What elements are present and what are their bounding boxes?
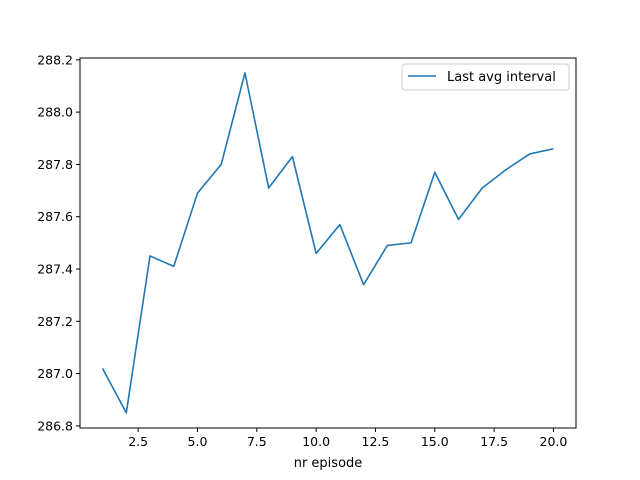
- legend-label: Last avg interval: [447, 70, 556, 85]
- plot-area: [80, 58, 576, 428]
- series-line: [101, 72, 554, 414]
- legend: Last avg interval: [401, 63, 570, 91]
- x-tick-label: 5.0: [188, 434, 208, 449]
- x-tick-label: 12.5: [362, 434, 390, 449]
- y-tick-label: 287.2: [37, 314, 73, 329]
- x-tick-label: 17.5: [480, 434, 508, 449]
- legend-box: [401, 63, 570, 91]
- plot-frame: [79, 57, 577, 429]
- x-tick-label: 2.5: [128, 434, 148, 449]
- x-axis-label: nr episode: [294, 456, 363, 471]
- y-tick-label: 287.8: [37, 157, 73, 172]
- x-tick-label: 15.0: [421, 434, 449, 449]
- x-axis-ticks: 2.5 5.0 7.5 10.0 12.5 15.0 17.5 20.0: [128, 428, 567, 449]
- y-tick-label: 288.0: [37, 105, 73, 120]
- y-tick-label: 288.2: [37, 52, 73, 67]
- x-tick-label: 7.5: [247, 434, 267, 449]
- y-tick-label: 287.4: [37, 262, 73, 277]
- series-layer: [101, 72, 554, 414]
- y-axis-ticks: 286.8 287.0 287.2 287.4 287.6 287.8 288.0 288.2: [37, 52, 80, 433]
- y-tick-label: 286.8: [37, 418, 73, 433]
- y-tick-label: 287.0: [37, 366, 73, 381]
- x-tick-label: 10.0: [302, 434, 330, 449]
- x-tick-label: 20.0: [540, 434, 568, 449]
- y-tick-label: 287.6: [37, 209, 73, 224]
